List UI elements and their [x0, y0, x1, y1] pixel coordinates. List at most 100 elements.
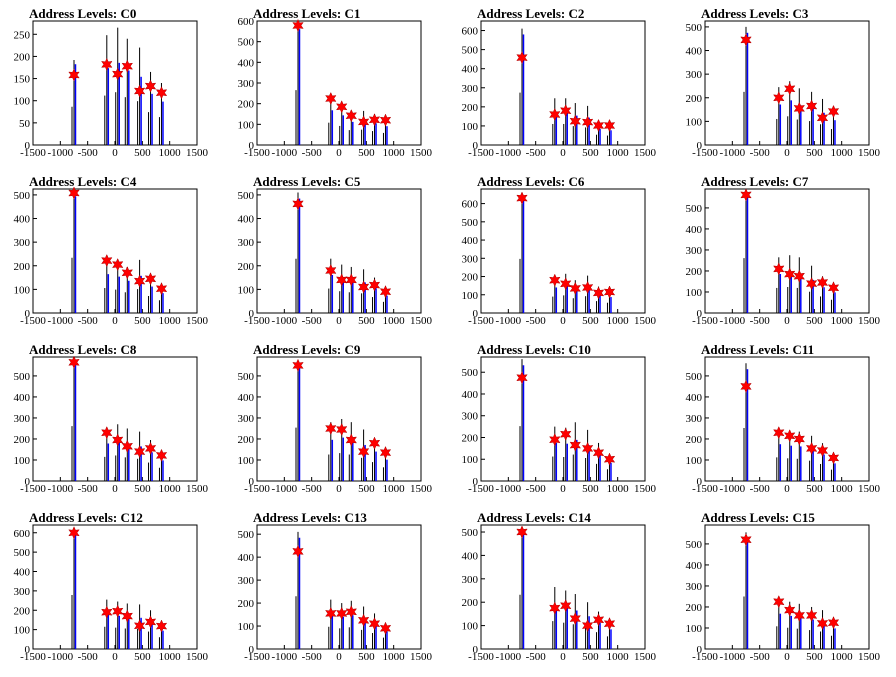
peak-marker — [816, 443, 829, 458]
x-tick-label: -1500 — [20, 147, 46, 159]
y-tick-label: 200 — [14, 261, 31, 273]
plot-frame — [256, 356, 422, 482]
x-tick-label: -500 — [526, 315, 547, 327]
plot-frame — [32, 188, 198, 314]
y-tick-label: 0 — [249, 140, 255, 152]
x-tick-label: 500 — [134, 483, 151, 495]
plot-frame — [32, 20, 198, 146]
y-tick-label: 200 — [238, 261, 255, 273]
peak-marker — [592, 613, 605, 627]
y-tick-label: 500 — [462, 367, 479, 379]
y-tick-label: 400 — [686, 224, 703, 236]
y-tick-label: 400 — [14, 392, 31, 404]
y-tick-label: 600 — [14, 528, 31, 540]
peak-marker — [559, 104, 572, 118]
x-tick-label: 500 — [806, 315, 823, 327]
x-tick-label: -1500 — [468, 147, 494, 159]
y-tick-label: 0 — [697, 476, 703, 488]
peak-marker — [740, 379, 752, 394]
peak-marker — [740, 33, 752, 47]
peak-marker — [368, 617, 381, 631]
panel-title: Address Levels: C12 — [29, 510, 143, 525]
x-tick-label: 500 — [582, 147, 599, 159]
y-tick-label: 100 — [462, 454, 479, 466]
panel-title: Address Levels: C4 — [29, 174, 137, 189]
panel-4: Address Levels: C40100200300400500-1500-… — [14, 174, 209, 327]
plot-frame — [256, 524, 422, 650]
plot-frame — [256, 188, 422, 314]
y-tick-label: 100 — [686, 116, 703, 128]
x-tick-label: 500 — [358, 147, 375, 159]
peak-marker — [516, 371, 528, 385]
peak-marker — [292, 358, 304, 373]
x-tick-label: 0 — [784, 147, 790, 159]
y-tick-label: 600 — [462, 26, 479, 38]
peak-marker — [379, 113, 392, 127]
plot-frame — [32, 356, 198, 482]
panel-title: Address Levels: C5 — [253, 174, 361, 189]
y-tick-label: 0 — [473, 140, 479, 152]
y-tick-label: 500 — [462, 217, 479, 229]
y-tick-label: 400 — [14, 214, 31, 226]
y-tick-label: 500 — [14, 547, 31, 559]
peak-marker — [805, 608, 818, 623]
y-tick-label: 200 — [462, 597, 479, 609]
peak-marker — [325, 606, 337, 621]
y-tick-label: 500 — [686, 203, 703, 215]
y-tick-label: 300 — [14, 586, 31, 598]
peak-marker — [549, 601, 561, 615]
y-tick-label: 100 — [14, 96, 31, 108]
x-tick-label: 1000 — [831, 147, 854, 159]
y-tick-label: 100 — [238, 119, 255, 131]
x-tick-label: -1000 — [719, 651, 745, 663]
x-tick-label: 500 — [358, 483, 375, 495]
x-tick-label: -1000 — [719, 315, 745, 327]
x-tick-label: -1000 — [719, 483, 745, 495]
y-tick-label: 400 — [238, 214, 255, 226]
x-tick-label: -1500 — [692, 315, 718, 327]
peak-marker — [335, 100, 348, 114]
x-tick-label: -1000 — [47, 315, 73, 327]
y-tick-label: 0 — [249, 644, 255, 656]
x-tick-label: 500 — [582, 483, 599, 495]
y-tick-label: 0 — [697, 644, 703, 656]
peak-marker — [592, 118, 605, 133]
panel-title: Address Levels: C6 — [477, 174, 585, 189]
peak-marker — [827, 451, 840, 465]
x-tick-label: -500 — [78, 651, 99, 663]
peak-marker — [357, 115, 370, 129]
y-tick-label: 200 — [686, 93, 703, 105]
peak-marker — [357, 613, 370, 627]
y-tick-label: 400 — [686, 46, 703, 58]
x-tick-label: -1000 — [47, 651, 73, 663]
x-tick-label: 0 — [336, 483, 342, 495]
peak-marker — [335, 273, 348, 287]
peak-marker — [581, 441, 594, 456]
y-tick-label: 600 — [238, 16, 255, 28]
peak-marker — [111, 67, 124, 81]
peak-marker — [581, 618, 594, 633]
y-tick-label: 100 — [686, 623, 703, 635]
peak-marker — [379, 621, 392, 635]
y-tick-label: 500 — [14, 371, 31, 383]
peak-marker — [773, 262, 785, 276]
y-tick-label: 200 — [686, 602, 703, 614]
y-tick-label: 300 — [238, 237, 255, 249]
x-tick-label: -500 — [302, 483, 323, 495]
peak-marker — [592, 286, 605, 300]
y-tick-label: 200 — [462, 272, 479, 284]
y-tick-label: 100 — [14, 284, 31, 296]
peak-marker — [793, 432, 806, 446]
peak-marker — [793, 608, 806, 623]
panel-2: Address Levels: C2 0 100 200 300 400 500 600 -15… — [462, 6, 657, 159]
y-tick-label: 400 — [14, 567, 31, 579]
x-tick-label: 500 — [582, 315, 599, 327]
y-tick-label: 400 — [238, 552, 255, 564]
peak-marker — [121, 59, 134, 73]
peak-marker — [379, 285, 392, 299]
peak-marker — [816, 616, 829, 631]
x-tick-label: -1000 — [495, 147, 521, 159]
y-tick-label: 300 — [238, 78, 255, 90]
peak-marker — [793, 101, 806, 116]
peak-marker — [603, 285, 616, 299]
